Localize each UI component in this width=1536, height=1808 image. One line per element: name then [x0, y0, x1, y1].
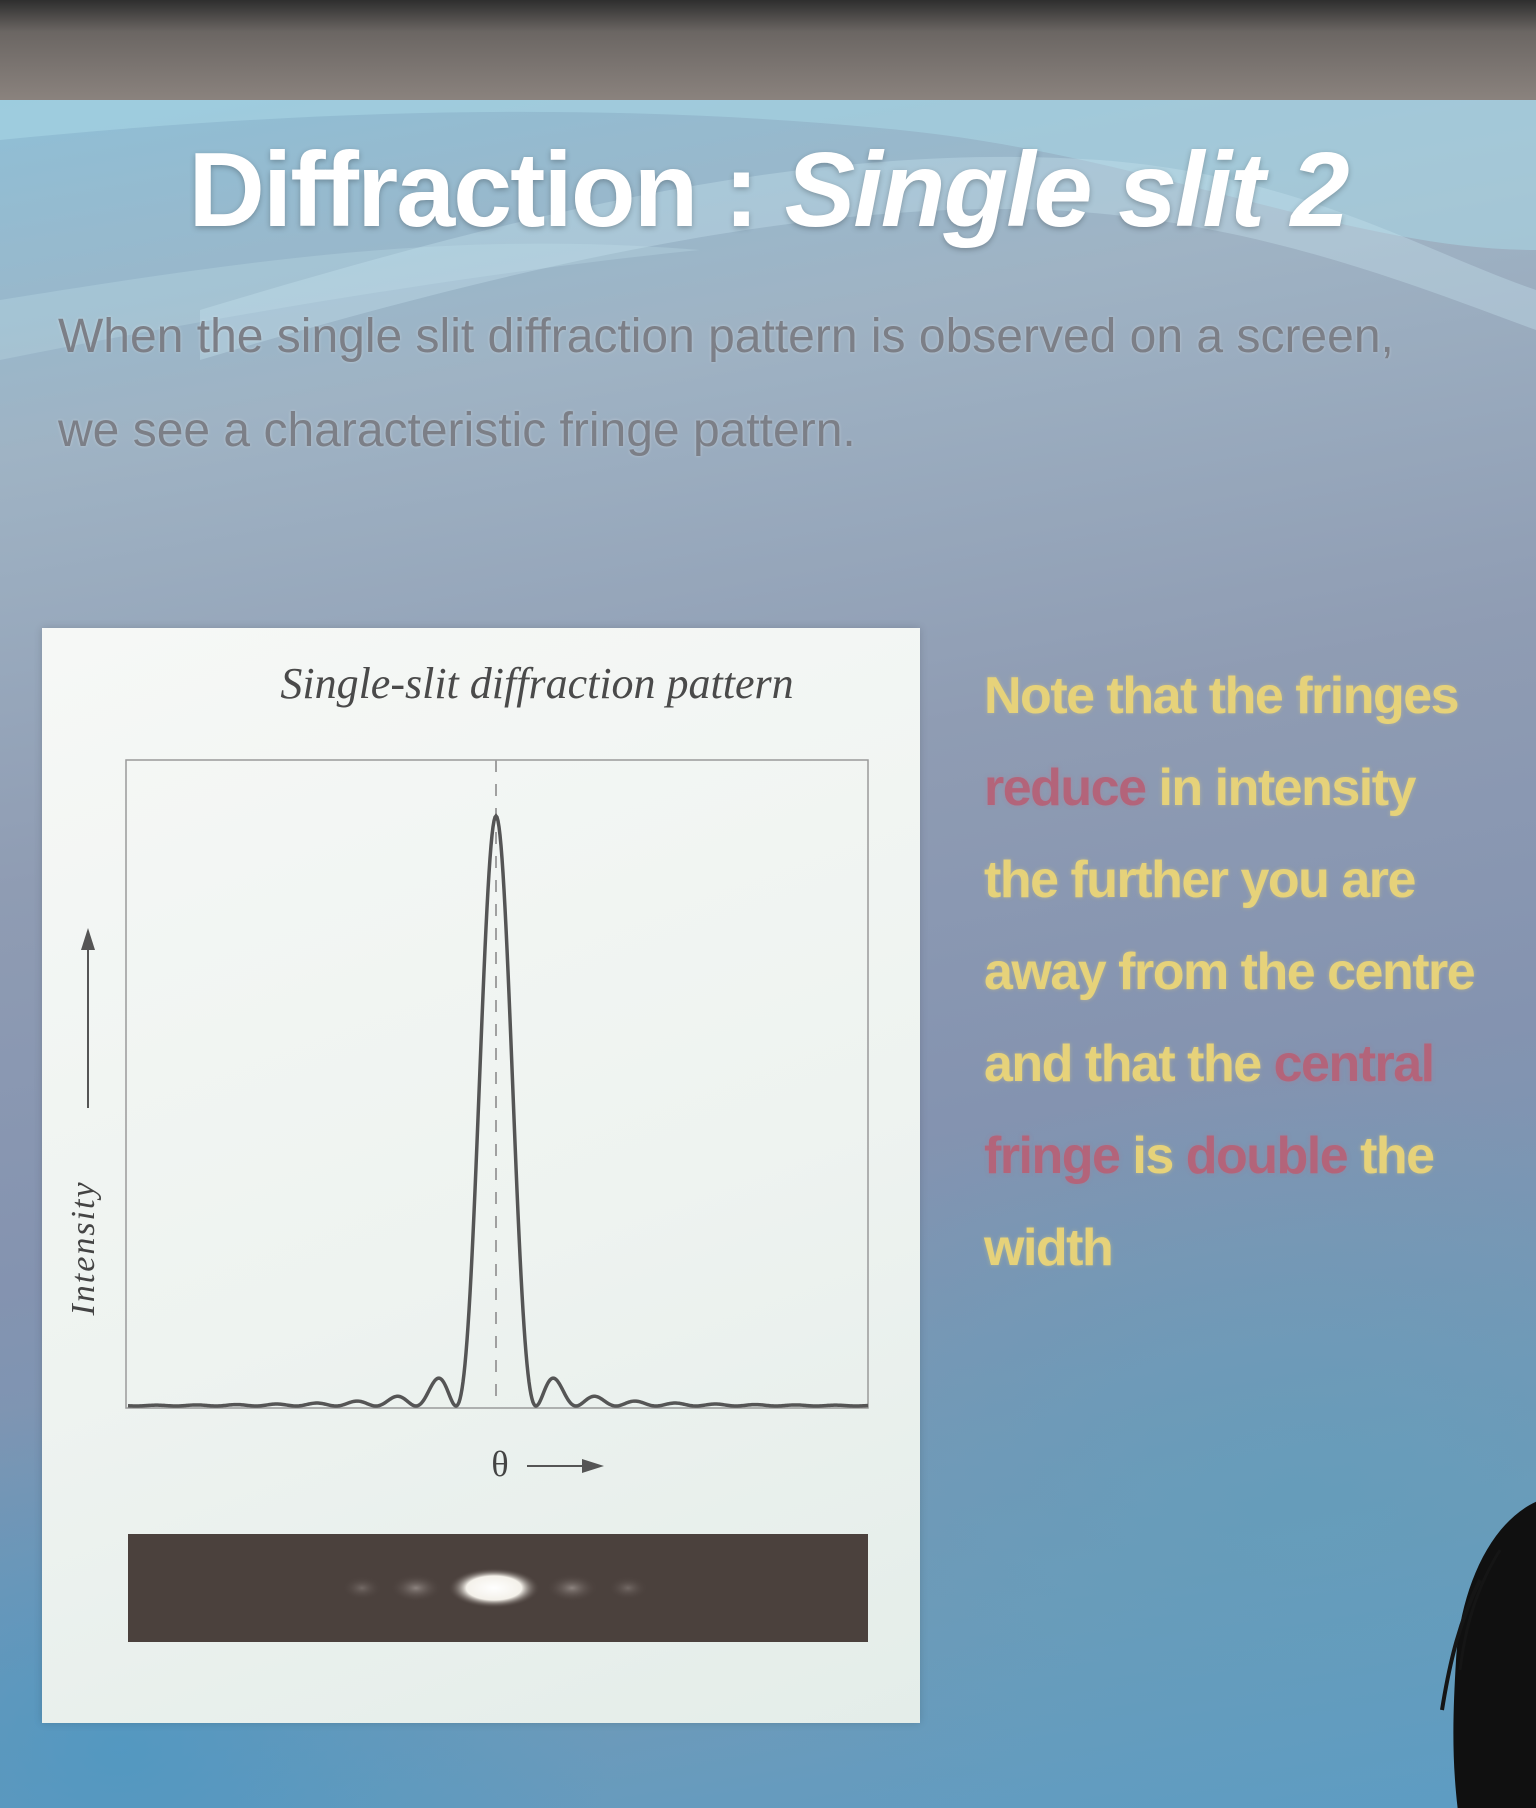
slide-title-plain: Diffraction : — [188, 131, 785, 249]
note-paragraph: Note that the fringes reduce in intensit… — [984, 650, 1484, 1294]
diffraction-figure-graphic: Single-slit diffraction pattern Intensit… — [65, 659, 869, 1642]
side-fringe — [342, 1576, 382, 1600]
presentation-slide: Diffraction : Single slit 2 When the sin… — [0, 100, 1536, 1808]
y-axis-label: Intensity — [65, 1180, 102, 1316]
figure-caption: Single-slit diffraction pattern — [280, 659, 793, 708]
intensity-curve — [127, 813, 869, 1408]
note-highlight-double: double — [1185, 1127, 1349, 1185]
y-axis-arrow — [81, 928, 95, 1108]
decorative-swoosh — [0, 100, 1536, 360]
note-text: Note that the fringes — [984, 667, 1460, 725]
side-fringe — [608, 1576, 648, 1600]
side-fringe — [546, 1574, 598, 1602]
note-highlight-reduce: reduce — [984, 759, 1147, 817]
note-text: in intensity the further you are away fr… — [984, 759, 1476, 1093]
note-text: is — [1119, 1127, 1186, 1185]
slide-title: Diffraction : Single slit 2 — [0, 130, 1536, 251]
slide-title-italic: Single slit 2 — [784, 131, 1350, 249]
x-axis-arrow — [527, 1459, 604, 1473]
note-text: the width — [984, 1127, 1435, 1277]
audience-member-head — [1440, 1501, 1536, 1808]
note-highlight-central-fringe: central fringe — [984, 1035, 1435, 1185]
intro-paragraph: When the single slit diffraction pattern… — [58, 310, 1394, 457]
x-axis-label: θ — [491, 1444, 508, 1484]
central-fringe — [448, 1568, 540, 1608]
projector-screen-top-edge — [0, 0, 1536, 106]
side-fringe — [390, 1574, 442, 1602]
diffraction-figure: Single-slit diffraction pattern Intensit… — [42, 628, 920, 1723]
